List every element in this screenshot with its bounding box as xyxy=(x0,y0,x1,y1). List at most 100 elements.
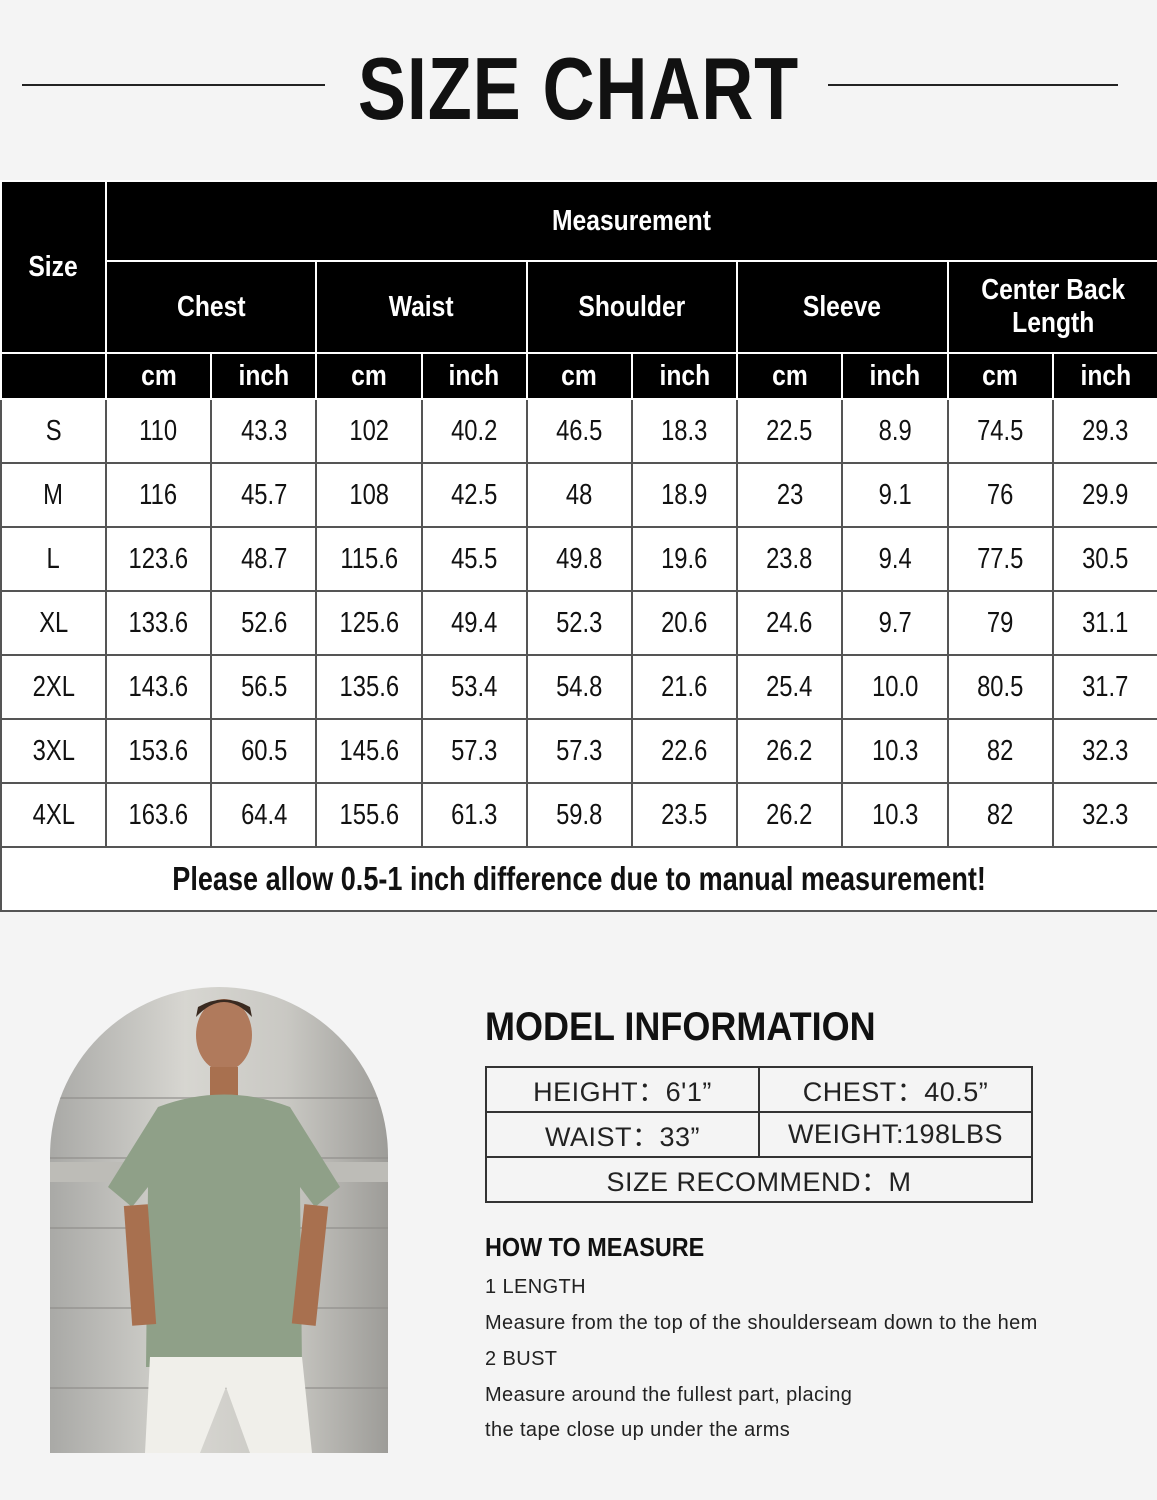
how-to-measure-title: HOW TO MEASURE xyxy=(485,1232,705,1262)
value-cell: 145.6 xyxy=(315,718,423,784)
value-cell: 82 xyxy=(946,782,1054,848)
value-cell: 25.4 xyxy=(736,654,844,720)
measure-item-text: Measure around the fullest part, placing xyxy=(485,1384,853,1406)
group-header: Shoulder xyxy=(525,260,739,354)
value-cell: 22.6 xyxy=(630,718,739,784)
value-cell: 48.7 xyxy=(210,526,318,592)
unit-header: cm xyxy=(946,352,1054,400)
model-size-recommend: SIZE RECOMMEND：M xyxy=(485,1156,1033,1203)
value-cell: 80.5 xyxy=(946,654,1054,720)
value-cell: 19.6 xyxy=(630,526,739,592)
unit-header: cm xyxy=(736,352,844,400)
value-cell: 49.8 xyxy=(525,526,633,592)
value-cell: 155.6 xyxy=(315,782,423,848)
value-cell: 82 xyxy=(946,718,1054,784)
value-cell: 43.3 xyxy=(210,398,318,464)
size-header: Size xyxy=(0,180,107,354)
size-cell: S xyxy=(0,398,107,464)
value-cell: 102 xyxy=(315,398,423,464)
value-cell: 74.5 xyxy=(946,398,1054,464)
measure-item-text: the tape close up under the arms xyxy=(485,1419,791,1441)
value-cell: 10.3 xyxy=(841,718,949,784)
value-cell: 18.9 xyxy=(630,462,739,528)
value-cell: 52.3 xyxy=(525,590,633,656)
value-cell: 110 xyxy=(104,398,213,464)
value-cell: 21.6 xyxy=(630,654,739,720)
group-header: Chest xyxy=(104,260,318,354)
value-cell: 29.9 xyxy=(1051,462,1157,528)
measurement-note: Please allow 0.5-1 inch difference due t… xyxy=(0,846,1157,912)
size-cell: 2XL xyxy=(0,654,107,720)
size-unit-blank xyxy=(0,352,107,400)
value-cell: 32.3 xyxy=(1051,718,1157,784)
value-cell: 10.3 xyxy=(841,782,949,848)
value-cell: 54.8 xyxy=(525,654,633,720)
value-cell: 29.3 xyxy=(1051,398,1157,464)
value-cell: 57.3 xyxy=(525,718,633,784)
value-cell: 22.5 xyxy=(736,398,844,464)
model-information-title: MODEL INFORMATION xyxy=(485,1005,876,1049)
value-cell: 61.3 xyxy=(420,782,528,848)
value-cell: 23.5 xyxy=(630,782,739,848)
value-cell: 45.7 xyxy=(210,462,318,528)
value-cell: 64.4 xyxy=(210,782,318,848)
value-cell: 59.8 xyxy=(525,782,633,848)
value-cell: 18.3 xyxy=(630,398,739,464)
group-header: Sleeve xyxy=(736,260,949,354)
value-cell: 135.6 xyxy=(315,654,423,720)
unit-header: inch xyxy=(630,352,739,400)
page-title: SIZE CHART xyxy=(357,39,800,138)
model-height: HEIGHT：6'1” xyxy=(485,1066,760,1113)
value-cell: 163.6 xyxy=(104,782,213,848)
value-cell: 123.6 xyxy=(104,526,213,592)
measurement-header: Measurement xyxy=(105,180,1157,262)
value-cell: 31.1 xyxy=(1051,590,1157,656)
table-row: S 110 43.3 102 40.2 46.5 18.3 22.5 8.9 74.5 29.3 xyxy=(0,398,1157,464)
value-cell: 31.7 xyxy=(1051,654,1157,720)
size-cell: XL xyxy=(0,590,107,656)
value-cell: 56.5 xyxy=(210,654,318,720)
model-photo xyxy=(50,987,388,1453)
title-rule-left xyxy=(22,84,325,86)
size-cell: 3XL xyxy=(0,718,107,784)
value-cell: 57.3 xyxy=(420,718,528,784)
group-header: Center Back Length xyxy=(946,260,1157,354)
value-cell: 49.4 xyxy=(420,590,528,656)
unit-header: inch xyxy=(420,352,528,400)
value-cell: 20.6 xyxy=(630,590,739,656)
value-cell: 32.3 xyxy=(1051,782,1157,848)
value-cell: 52.6 xyxy=(210,590,318,656)
value-cell: 46.5 xyxy=(525,398,633,464)
value-cell: 23 xyxy=(736,462,844,528)
size-table: Size Measurement Chest Waist Shoulder Sleev… xyxy=(0,180,1157,912)
table-row: M 116 45.7 108 42.5 48 18.9 23 9.1 76 29.9 xyxy=(0,462,1157,528)
value-cell: 79 xyxy=(946,590,1054,656)
size-cell: L xyxy=(0,526,107,592)
unit-header: inch xyxy=(1051,352,1157,400)
value-cell: 153.6 xyxy=(104,718,213,784)
value-cell: 9.7 xyxy=(841,590,949,656)
measure-item-label: 1 LENGTH xyxy=(485,1276,587,1298)
unit-header: cm xyxy=(315,352,423,400)
value-cell: 42.5 xyxy=(420,462,528,528)
table-row: 3XL 153.6 60.5 145.6 57.3 57.3 22.6 26.2 10.3 82 3… xyxy=(0,718,1157,784)
value-cell: 115.6 xyxy=(315,526,423,592)
value-cell: 26.2 xyxy=(736,782,844,848)
value-cell: 143.6 xyxy=(104,654,213,720)
value-cell: 133.6 xyxy=(104,590,213,656)
value-cell: 45.5 xyxy=(420,526,528,592)
table-row: 4XL 163.6 64.4 155.6 61.3 59.8 23.5 26.2 10.3 82 3… xyxy=(0,782,1157,848)
model-weight: WEIGHT:198LBS xyxy=(758,1111,1033,1158)
value-cell: 53.4 xyxy=(420,654,528,720)
measure-item-text: Measure from the top of the shoulderseam… xyxy=(485,1312,1038,1334)
title-rule-right xyxy=(828,84,1118,86)
unit-header: cm xyxy=(525,352,633,400)
model-info-table: HEIGHT：6'1” CHEST：40.5” WAIST：33” WEIGHT:1… xyxy=(485,1066,1033,1203)
size-cell: 4XL xyxy=(0,782,107,848)
size-cell: M xyxy=(0,462,107,528)
unit-header: inch xyxy=(841,352,949,400)
value-cell: 125.6 xyxy=(315,590,423,656)
value-cell: 8.9 xyxy=(841,398,949,464)
value-cell: 30.5 xyxy=(1051,526,1157,592)
group-header: Waist xyxy=(315,260,528,354)
